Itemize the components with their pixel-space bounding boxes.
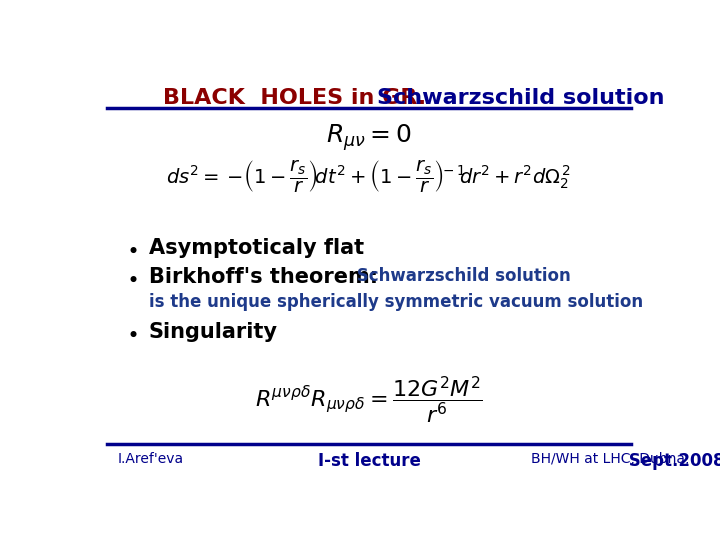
Text: $R_{\mu\nu} = 0$: $R_{\mu\nu} = 0$ bbox=[326, 122, 412, 153]
Text: $\bullet$: $\bullet$ bbox=[126, 239, 138, 259]
Text: I-st lecture: I-st lecture bbox=[318, 453, 420, 470]
Text: Schwarzschild solution: Schwarzschild solution bbox=[351, 267, 571, 285]
Text: $\bullet$: $\bullet$ bbox=[126, 323, 138, 343]
Text: $\bullet$: $\bullet$ bbox=[126, 268, 138, 288]
Text: Asymptoticaly flat: Asymptoticaly flat bbox=[148, 238, 364, 258]
Text: BLACK  HOLES in GR.: BLACK HOLES in GR. bbox=[163, 87, 426, 107]
Text: BH/WH at LHC, Dubna,: BH/WH at LHC, Dubna, bbox=[531, 453, 689, 467]
Text: is the unique spherically symmetric vacuum solution: is the unique spherically symmetric vacu… bbox=[148, 293, 643, 310]
Text: Birkhoff's theorem:: Birkhoff's theorem: bbox=[148, 267, 378, 287]
Text: Sept.2008: Sept.2008 bbox=[623, 453, 720, 470]
Text: $ds^2 = -\!\left(1 - \dfrac{r_s}{r}\right)\!dt^2 + \left(1 - \dfrac{r_s}{r}\righ: $ds^2 = -\!\left(1 - \dfrac{r_s}{r}\righ… bbox=[166, 158, 572, 194]
Text: I.Aref'eva: I.Aref'eva bbox=[118, 453, 184, 467]
Text: Singularity: Singularity bbox=[148, 322, 278, 342]
Text: $R^{\mu\nu\rho\delta}R_{\mu\nu\rho\delta} = \dfrac{12G^2M^2}{r^6}$: $R^{\mu\nu\rho\delta}R_{\mu\nu\rho\delta… bbox=[255, 375, 483, 426]
Text: Schwarzschild solution: Schwarzschild solution bbox=[377, 87, 665, 107]
